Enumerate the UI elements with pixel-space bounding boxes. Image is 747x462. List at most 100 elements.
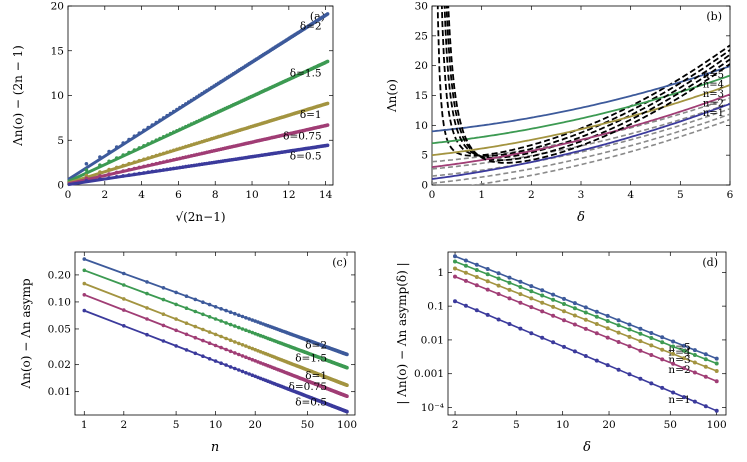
panel-b: 0 1 2 3 4 5 6 0 5 10 15 20 25 30 (b) n=5n=4n=3n=2n=1 Λn(… bbox=[385, 1, 734, 226]
approx-curve bbox=[436, 6, 730, 157]
data-point bbox=[84, 179, 89, 183]
data-point bbox=[168, 111, 173, 116]
data-point bbox=[178, 156, 182, 161]
series-label: δ=0.75 bbox=[289, 381, 328, 393]
data-point bbox=[145, 332, 149, 337]
data-point bbox=[496, 271, 501, 276]
data-point bbox=[142, 171, 146, 175]
data-point bbox=[146, 163, 150, 168]
data-point bbox=[605, 363, 610, 368]
data-point bbox=[132, 148, 137, 152]
data-point bbox=[107, 176, 111, 180]
data-point bbox=[186, 164, 191, 168]
data-point bbox=[583, 317, 588, 322]
y-tick-label: 15 bbox=[415, 90, 428, 102]
data-point bbox=[474, 262, 479, 267]
data-point bbox=[181, 145, 185, 150]
x-tick-label: 2 bbox=[101, 189, 108, 201]
data-point bbox=[122, 324, 126, 328]
data-point bbox=[184, 102, 188, 106]
series-label: n=4 bbox=[703, 80, 724, 91]
data-point bbox=[638, 331, 643, 336]
data-point bbox=[174, 344, 178, 348]
y-tick-label: 0 bbox=[57, 180, 64, 192]
y-tick-label: 5 bbox=[57, 135, 64, 147]
data-point bbox=[233, 351, 237, 355]
data-point bbox=[107, 167, 111, 172]
data-point bbox=[250, 330, 255, 335]
data-point bbox=[703, 357, 708, 362]
data-point bbox=[219, 307, 223, 311]
data-point bbox=[161, 339, 166, 343]
series-label: n=3 bbox=[703, 89, 724, 100]
data-point bbox=[660, 335, 665, 340]
series-line bbox=[432, 74, 730, 145]
data-point bbox=[154, 161, 159, 166]
data-point bbox=[605, 319, 610, 323]
y-axis-label: | Λn(o) − Λn asymp(δ) | bbox=[395, 262, 409, 404]
data-point bbox=[616, 323, 621, 328]
data-point bbox=[250, 346, 255, 351]
data-point bbox=[132, 160, 137, 164]
data-point bbox=[671, 390, 676, 395]
data-point bbox=[247, 345, 251, 350]
data-point bbox=[551, 304, 556, 309]
data-point bbox=[627, 322, 632, 327]
data-point bbox=[496, 276, 501, 281]
data-point bbox=[114, 165, 119, 170]
panel-label: (c) bbox=[332, 256, 347, 269]
data-point bbox=[453, 266, 457, 271]
data-point bbox=[247, 329, 251, 334]
data-point bbox=[562, 309, 566, 314]
asymptotic-curve bbox=[468, 118, 730, 185]
data-point bbox=[207, 302, 212, 307]
data-point bbox=[496, 283, 501, 288]
data-point bbox=[463, 303, 468, 308]
data-point bbox=[174, 290, 178, 295]
data-point bbox=[627, 372, 632, 377]
data-point bbox=[193, 297, 198, 302]
data-point bbox=[213, 359, 218, 363]
data-point bbox=[463, 263, 468, 268]
data-point bbox=[98, 170, 102, 174]
data-point bbox=[453, 254, 457, 259]
data-point bbox=[184, 144, 188, 149]
data-point bbox=[98, 163, 102, 167]
data-point bbox=[345, 365, 349, 370]
x-tick-label: 10 bbox=[209, 419, 222, 431]
data-point bbox=[594, 309, 599, 314]
data-point bbox=[474, 308, 479, 313]
data-point bbox=[240, 314, 245, 319]
data-point bbox=[529, 284, 534, 289]
data-point bbox=[207, 341, 212, 346]
data-point bbox=[114, 145, 119, 149]
data-point bbox=[150, 155, 155, 159]
series-line bbox=[432, 84, 730, 157]
approx-curve bbox=[443, 6, 730, 159]
data-point bbox=[197, 93, 202, 98]
y-tick-label: 20 bbox=[51, 1, 64, 13]
x-tick-label: 100 bbox=[337, 419, 357, 431]
data-point bbox=[649, 353, 654, 357]
data-point bbox=[84, 176, 89, 181]
data-point bbox=[184, 164, 188, 169]
data-point bbox=[638, 348, 643, 353]
data-point bbox=[184, 124, 188, 129]
x-tick-label: 1 bbox=[478, 189, 485, 201]
data-point bbox=[150, 162, 155, 167]
data-point bbox=[178, 105, 182, 110]
data-point bbox=[518, 292, 523, 297]
x-tick-label: 10 bbox=[556, 419, 569, 431]
data-point bbox=[213, 317, 218, 321]
data-point bbox=[181, 155, 185, 160]
data-point bbox=[146, 142, 150, 146]
data-point bbox=[161, 297, 166, 302]
data-point bbox=[692, 360, 697, 365]
data-point bbox=[122, 297, 126, 301]
x-tick-label: 4 bbox=[627, 189, 634, 201]
y-tick-label: 0 bbox=[421, 180, 428, 192]
data-point bbox=[507, 275, 512, 280]
data-point bbox=[122, 271, 126, 276]
y-tick-label: 0.01 bbox=[48, 386, 71, 398]
panel-frame bbox=[74, 251, 356, 416]
